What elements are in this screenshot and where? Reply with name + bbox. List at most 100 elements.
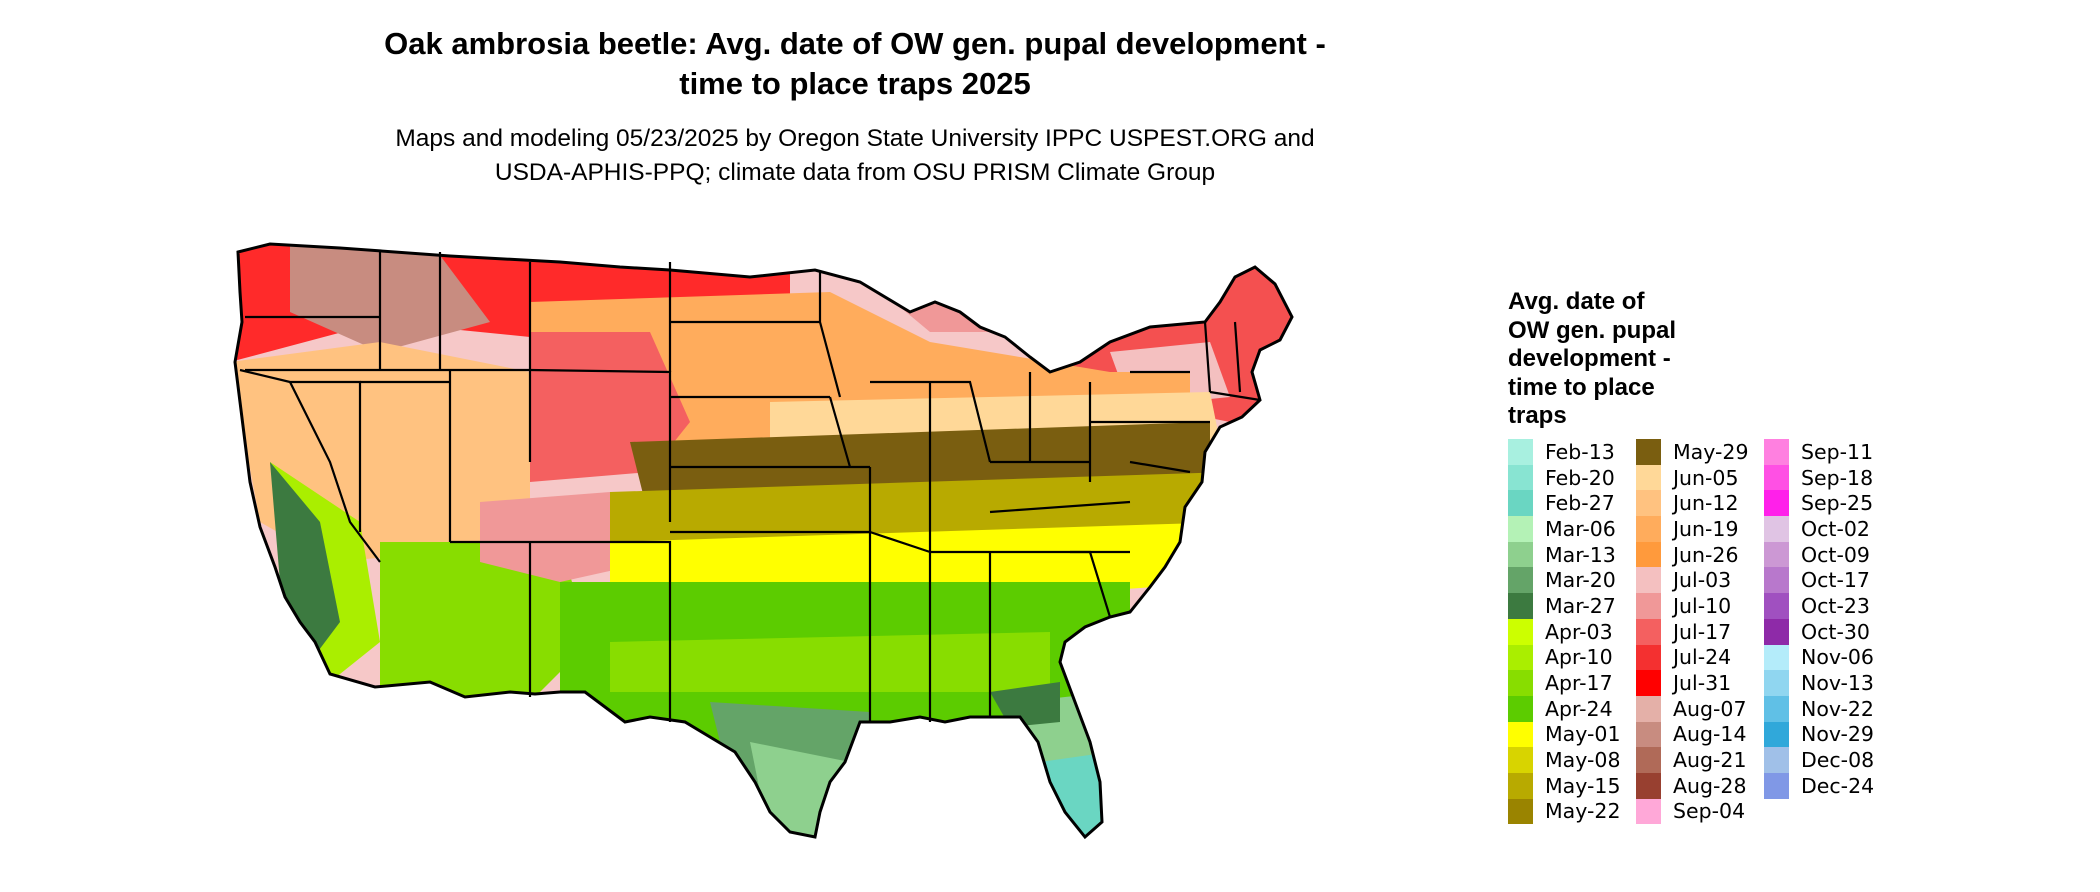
legend-label: Feb-20 bbox=[1545, 465, 1615, 490]
legend-label: Jun-12 bbox=[1673, 491, 1739, 516]
legend-swatch bbox=[1508, 644, 1533, 671]
legend-item: Nov-29 bbox=[1764, 721, 1874, 748]
legend-label: Aug-28 bbox=[1673, 773, 1747, 798]
legend-swatch bbox=[1764, 439, 1789, 465]
legend-label: Dec-24 bbox=[1801, 773, 1875, 798]
legend-swatch bbox=[1764, 464, 1789, 491]
legend-swatch bbox=[1636, 644, 1661, 671]
legend-swatch bbox=[1764, 747, 1789, 773]
legend-label: May-22 bbox=[1545, 799, 1621, 824]
legend-item: Oct-30 bbox=[1764, 618, 1874, 645]
legend-item: Aug-07 bbox=[1636, 695, 1749, 722]
map-subtitle-line1: Maps and modeling 05/23/2025 by Oregon S… bbox=[395, 125, 1315, 152]
legend-label: Sep-25 bbox=[1801, 491, 1874, 516]
legend-label: May-15 bbox=[1545, 773, 1621, 798]
legend-label: Oct-23 bbox=[1801, 593, 1870, 618]
legend-item: Sep-18 bbox=[1764, 464, 1874, 491]
legend-swatch bbox=[1508, 695, 1533, 722]
legend-item: Feb-27 bbox=[1508, 490, 1621, 517]
legend-swatch bbox=[1764, 772, 1789, 799]
legend-swatch bbox=[1508, 439, 1533, 465]
map-subtitle-line2: USDA-APHIS-PPQ; climate data from OSU PR… bbox=[494, 159, 1216, 186]
legend-label: Feb-27 bbox=[1545, 491, 1615, 516]
legend-label: Jul-24 bbox=[1673, 645, 1732, 670]
legend-label: May-01 bbox=[1545, 722, 1621, 747]
legend-swatch bbox=[1508, 798, 1533, 825]
legend-item: Jun-26 bbox=[1636, 541, 1749, 568]
legend-label: Dec-08 bbox=[1801, 748, 1875, 773]
legend-label: Apr-10 bbox=[1545, 645, 1613, 670]
legend-label: Nov-22 bbox=[1801, 696, 1874, 721]
legend-label: Apr-24 bbox=[1545, 696, 1613, 721]
legend-label: Jul-03 bbox=[1673, 568, 1732, 593]
legend-swatch bbox=[1636, 772, 1661, 799]
legend-label: Jun-26 bbox=[1673, 542, 1739, 567]
legend-swatch bbox=[1636, 670, 1661, 696]
legend-label: Aug-07 bbox=[1673, 696, 1747, 721]
legend-item: Dec-24 bbox=[1764, 772, 1875, 799]
legend-title-line: Avg. date of bbox=[1508, 288, 1645, 315]
legend-item: Feb-20 bbox=[1508, 464, 1621, 491]
legend-swatch bbox=[1636, 567, 1661, 594]
legend-swatch bbox=[1764, 516, 1789, 542]
legend-item: May-15 bbox=[1508, 772, 1621, 799]
legend-item: Dec-08 bbox=[1764, 747, 1874, 773]
legend-label: Oct-30 bbox=[1801, 619, 1870, 644]
legend-item: Jul-10 bbox=[1636, 593, 1749, 619]
legend-item: Jul-31 bbox=[1636, 670, 1749, 696]
legend-swatch bbox=[1764, 670, 1789, 696]
legend-label: Jun-05 bbox=[1673, 465, 1739, 490]
legend-swatch bbox=[1636, 695, 1661, 722]
legend-column-3: Sep-11 Sep-18 Sep-25 Oct-02 Oct-09 Oct-17 Oct-… bbox=[1764, 439, 1874, 799]
legend-item: Apr-10 bbox=[1508, 644, 1621, 671]
legend-label: Sep-11 bbox=[1801, 439, 1874, 464]
legend-swatch bbox=[1508, 567, 1533, 594]
legend-label: Apr-17 bbox=[1545, 671, 1613, 696]
legend-title-line: development - bbox=[1508, 345, 1671, 372]
legend-label: Mar-13 bbox=[1545, 542, 1616, 567]
map-title-line1: Oak ambrosia beetle: Avg. date of OW gen… bbox=[384, 26, 1326, 61]
legend-item: Oct-17 bbox=[1764, 567, 1874, 594]
legend-label: May-08 bbox=[1545, 748, 1621, 773]
legend-swatch bbox=[1636, 439, 1661, 465]
legend-swatch bbox=[1764, 618, 1789, 645]
legend-title: Avg. date of OW gen. pupal development -… bbox=[1508, 288, 1768, 431]
legend-item: Mar-20 bbox=[1508, 567, 1621, 594]
legend-item: Aug-28 bbox=[1636, 772, 1749, 799]
legend-column-1: Feb-13 Feb-20 Feb-27 Mar-06 Mar-13 Mar-20 Mar-… bbox=[1508, 439, 1621, 825]
legend-item: Mar-27 bbox=[1508, 593, 1621, 619]
legend-swatch bbox=[1764, 567, 1789, 594]
legend-label: Oct-17 bbox=[1801, 568, 1870, 593]
legend-item: Jul-24 bbox=[1636, 644, 1749, 671]
legend-swatch bbox=[1636, 516, 1661, 542]
legend-label: Jul-10 bbox=[1673, 593, 1732, 618]
legend-swatch bbox=[1508, 516, 1533, 542]
map-title: Oak ambrosia beetle: Avg. date of OW gen… bbox=[230, 24, 1480, 104]
legend-item: Sep-04 bbox=[1636, 798, 1749, 825]
legend-item: Oct-23 bbox=[1764, 593, 1874, 619]
legend-swatch bbox=[1508, 464, 1533, 491]
legend-item: Mar-06 bbox=[1508, 516, 1621, 542]
map-subtitle: Maps and modeling 05/23/2025 by Oregon S… bbox=[230, 122, 1480, 190]
legend-item: Jun-19 bbox=[1636, 516, 1749, 542]
legend-item: Jun-12 bbox=[1636, 490, 1749, 517]
legend-label: Nov-13 bbox=[1801, 671, 1874, 696]
legend-label: Oct-02 bbox=[1801, 516, 1870, 541]
legend-item: Oct-02 bbox=[1764, 516, 1874, 542]
legend-item: Aug-14 bbox=[1636, 721, 1749, 748]
legend-label: Mar-27 bbox=[1545, 593, 1616, 618]
legend-swatch bbox=[1636, 541, 1661, 568]
legend-column-2: May-29 Jun-05 Jun-12 Jun-19 Jun-26 Jul-03 Jul-… bbox=[1636, 439, 1749, 825]
legend-title-line: traps bbox=[1508, 402, 1567, 429]
legend-swatch bbox=[1636, 464, 1661, 491]
legend-swatch bbox=[1764, 490, 1789, 517]
legend-item: Aug-21 bbox=[1636, 747, 1749, 773]
legend-label: Nov-06 bbox=[1801, 645, 1874, 670]
legend-item: May-22 bbox=[1508, 798, 1621, 825]
legend-item: Apr-24 bbox=[1508, 695, 1621, 722]
legend-swatch bbox=[1636, 490, 1661, 517]
legend-label: Jul-31 bbox=[1673, 671, 1732, 696]
legend-swatch bbox=[1508, 490, 1533, 517]
legend-item: Nov-22 bbox=[1764, 695, 1874, 722]
legend-label: Mar-06 bbox=[1545, 516, 1616, 541]
